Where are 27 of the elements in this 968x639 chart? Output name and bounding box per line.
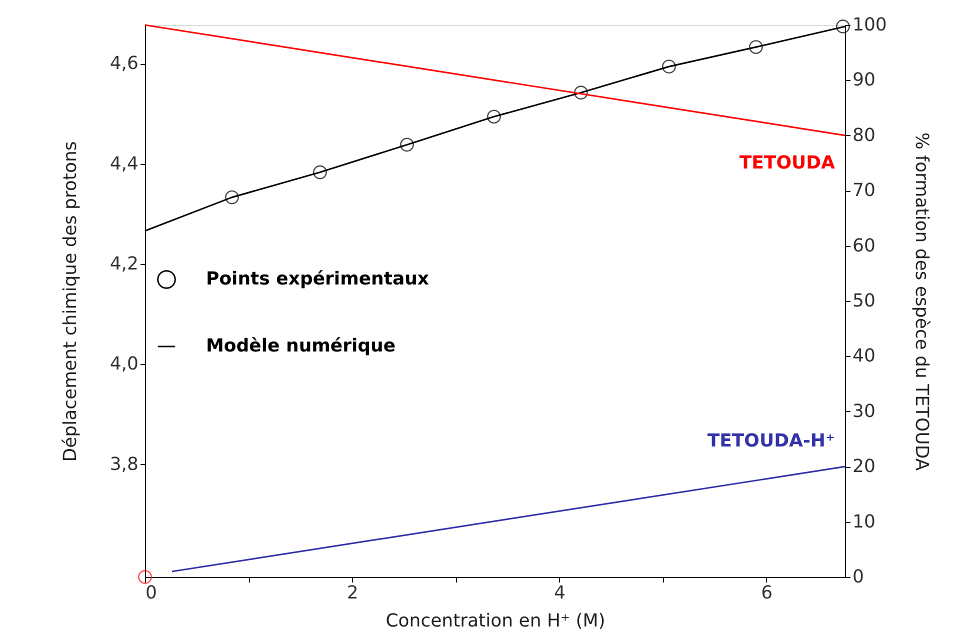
series-label: TETOUDA-H⁺ [707, 430, 835, 452]
y2-tick-label: 40 [852, 346, 876, 367]
x-tick-label: 0 [146, 582, 157, 604]
y2-tick-label: 50 [852, 290, 876, 312]
y2-axis-title: % formation des espèce du TETOUDA [910, 132, 932, 472]
y-tick-label: 4,6 [110, 53, 138, 74]
x-tick-label: 4 [554, 582, 566, 604]
y-tick-label: 4,4 [110, 153, 138, 174]
y-axis-title: Déplacement chimique des protons [60, 141, 81, 462]
y2-tick-label: 30 [852, 400, 876, 422]
y2-tick-label: 0 [852, 566, 864, 588]
y-tick-label: 3,8 [110, 454, 138, 475]
x-tick-label: 6 [761, 582, 773, 604]
y-tick-label: 4,2 [110, 253, 138, 274]
y2-tick-label: 100 [852, 14, 887, 36]
y-tick-label: 4,0 [110, 354, 138, 375]
x-axis-title: Concentration en H⁺ (M) [386, 610, 606, 632]
x-tick-label: 2 [346, 582, 358, 604]
series-label: TETOUDA [739, 152, 836, 174]
y2-tick-label: 60 [852, 235, 876, 256]
legend-label: Points expérimentaux [206, 268, 430, 290]
y2-tick-label: 90 [852, 70, 876, 91]
y2-tick-label: 10 [852, 511, 876, 532]
y2-tick-label: 80 [852, 124, 876, 146]
y2-tick-label: 20 [852, 456, 876, 478]
legend-label: Modèle numérique [206, 336, 396, 356]
y2-tick-label: 70 [852, 180, 876, 202]
